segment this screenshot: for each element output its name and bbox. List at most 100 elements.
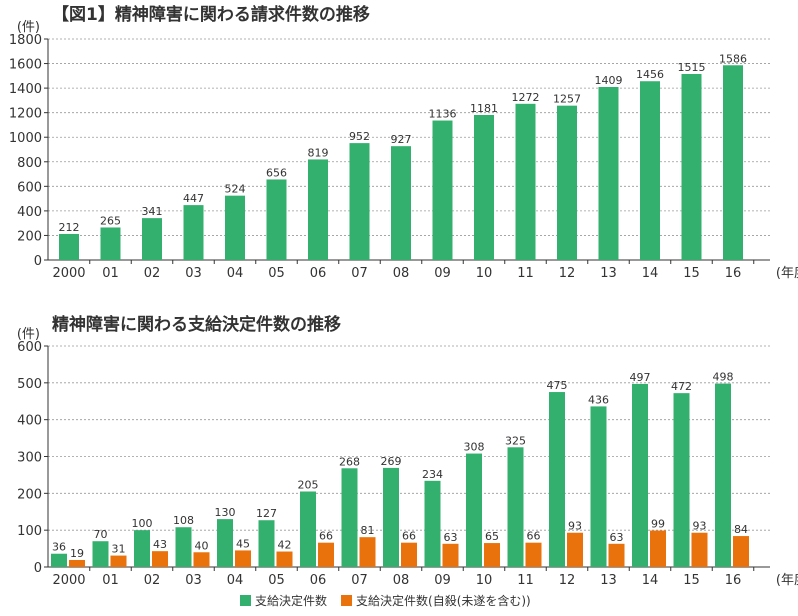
bar-green (175, 527, 192, 567)
data-label: 63 (610, 531, 624, 544)
data-label: 819 (308, 146, 329, 159)
data-label: 93 (568, 520, 582, 533)
y-tick-label: 1800 (9, 33, 42, 48)
bar-green (391, 146, 411, 260)
y-tick-label: 300 (17, 451, 42, 466)
y-tick-label: 600 (17, 340, 42, 355)
x-tick-label: 08 (393, 573, 410, 588)
bar-green (598, 87, 619, 261)
y-tick-label: 200 (17, 229, 42, 244)
x-tick-label: 01 (102, 573, 119, 588)
data-label: 325 (505, 434, 526, 447)
y-tick-label: 0 (34, 254, 42, 269)
x-tick-label: 03 (185, 266, 202, 281)
x-tick-label: 11 (517, 573, 534, 588)
data-label: 268 (339, 455, 360, 468)
bar-green (515, 103, 536, 261)
x-axis-label: (年度) (776, 572, 798, 588)
data-label: 524 (225, 183, 246, 196)
x-tick-label: 15 (683, 573, 700, 588)
x-tick-label: 09 (434, 573, 451, 588)
bar-orange (567, 532, 583, 567)
bar-orange (401, 542, 417, 567)
bar-green (349, 143, 370, 260)
bar-green (632, 383, 648, 567)
data-label: 65 (485, 530, 499, 543)
x-tick-label: 01 (102, 266, 119, 281)
x-tick-label: 2000 (52, 573, 85, 588)
bar-orange (276, 551, 293, 567)
bar-green (134, 530, 150, 567)
bar-green (723, 65, 743, 260)
data-label: 1456 (636, 68, 664, 81)
x-tick-label: 16 (725, 573, 742, 588)
bar-green (681, 73, 702, 260)
data-label: 234 (422, 468, 443, 481)
data-label: 212 (59, 221, 80, 234)
data-label: 66 (319, 530, 333, 543)
bar-green (308, 159, 328, 260)
bar-green (92, 541, 109, 567)
data-label: 436 (588, 393, 609, 406)
bar-green (142, 218, 162, 260)
data-label: 952 (349, 130, 370, 143)
data-label: 1136 (429, 108, 457, 121)
x-tick-label: 06 (310, 573, 327, 588)
data-label: 66 (527, 530, 541, 543)
bar-green (673, 393, 690, 567)
legend-swatch (240, 595, 251, 606)
bar-green (432, 120, 453, 260)
data-label: 308 (464, 441, 485, 454)
data-label: 70 (94, 528, 108, 541)
x-tick-label: 10 (476, 266, 493, 281)
data-label: 1272 (512, 91, 540, 104)
x-axis-label: (年度) (776, 265, 798, 281)
x-tick-label: 09 (434, 266, 451, 281)
data-label: 45 (236, 537, 250, 550)
x-tick-label: 2000 (52, 266, 85, 281)
x-tick-label: 10 (476, 573, 493, 588)
data-label: 93 (693, 520, 707, 533)
x-tick-label: 14 (642, 266, 659, 281)
x-tick-label: 03 (185, 573, 202, 588)
data-label: 40 (195, 539, 209, 552)
x-tick-label: 04 (227, 266, 244, 281)
bar-orange (235, 550, 251, 567)
bar-green (217, 519, 233, 567)
data-label: 1409 (595, 74, 623, 87)
y-tick-label: 0 (34, 561, 42, 576)
legend-label: 支給決定件数 (255, 593, 327, 608)
data-label: 1257 (553, 93, 581, 106)
data-label: 1515 (678, 61, 706, 74)
data-label: 656 (266, 166, 287, 179)
y-tick-label: 400 (17, 205, 42, 220)
bar-green (258, 520, 275, 567)
x-tick-label: 11 (517, 266, 534, 281)
data-label: 99 (651, 518, 665, 531)
data-label: 1181 (470, 102, 498, 115)
bar-green (100, 227, 121, 260)
y-tick-label: 600 (17, 180, 42, 195)
bar-orange (318, 542, 334, 567)
bar-orange (691, 532, 708, 567)
x-tick-label: 02 (144, 573, 161, 588)
data-label: 130 (215, 506, 236, 519)
bar-orange (193, 552, 210, 567)
bar-green (474, 114, 494, 260)
data-label: 63 (444, 531, 458, 544)
y-tick-label: 1600 (9, 58, 42, 73)
legend-swatch (341, 595, 353, 606)
data-label: 475 (547, 379, 568, 392)
data-label: 269 (381, 455, 402, 468)
y-tick-label: 1400 (9, 82, 42, 97)
y-tick-label: 100 (17, 524, 42, 539)
chart-title: 【図1】精神障害に関わる請求件数の推移 (52, 4, 370, 25)
bar-orange (69, 560, 85, 567)
bar-orange (484, 543, 500, 567)
data-label: 100 (132, 517, 153, 530)
bar-green (383, 467, 399, 567)
bar-green (507, 447, 524, 567)
bar-green (590, 406, 607, 567)
x-tick-label: 07 (351, 573, 368, 588)
